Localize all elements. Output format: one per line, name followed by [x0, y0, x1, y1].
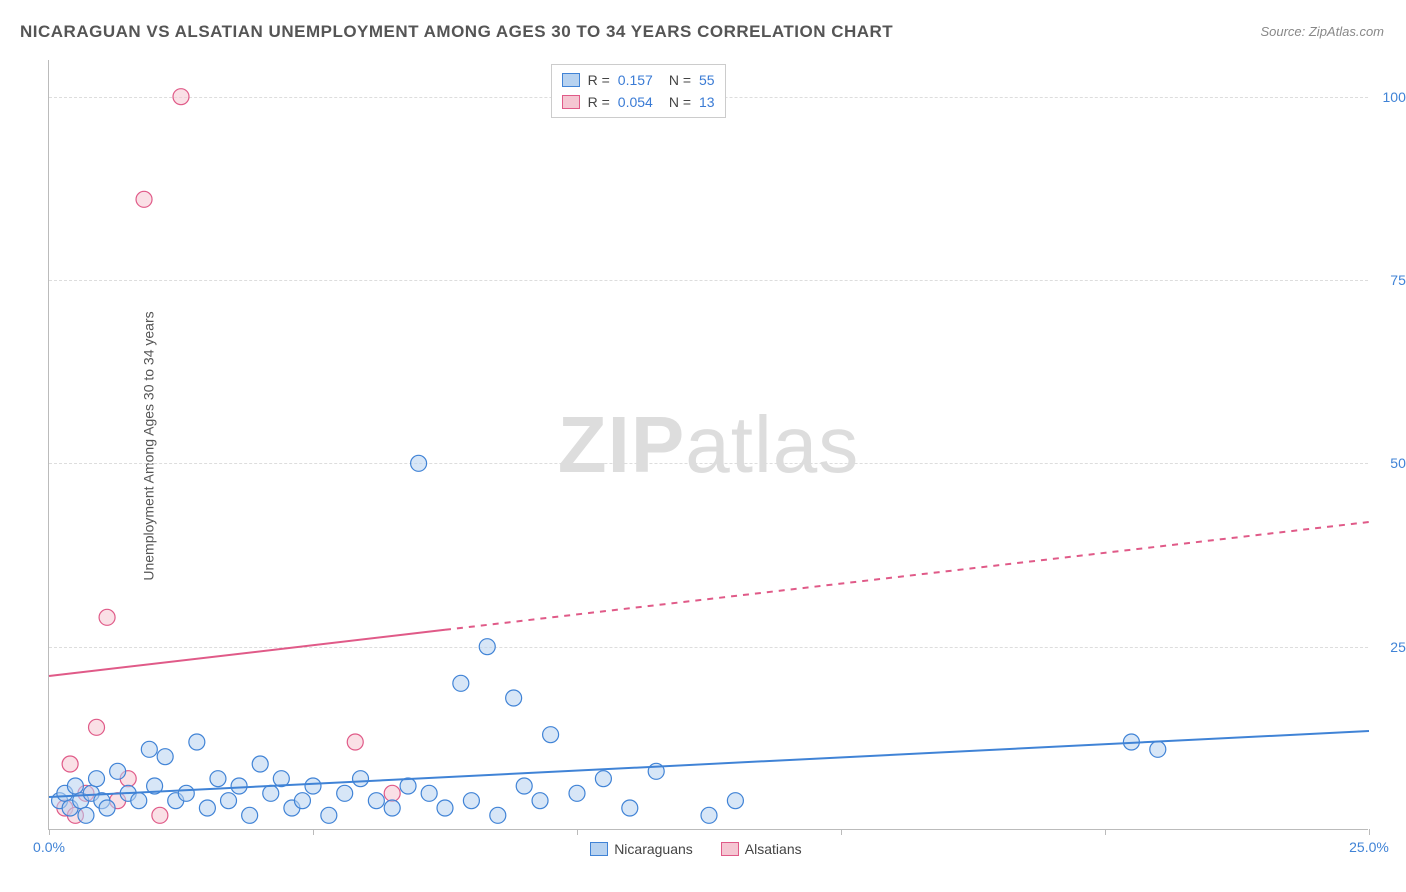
legend-n-label: N =	[669, 72, 691, 88]
data-point	[321, 807, 337, 823]
legend-series-label: Nicaraguans	[614, 841, 693, 857]
data-point	[479, 639, 495, 655]
legend-series-item: Nicaraguans	[590, 841, 693, 857]
x-tick	[1369, 829, 1370, 835]
data-point	[178, 785, 194, 801]
data-point	[1150, 741, 1166, 757]
legend-r-value: 0.157	[618, 72, 653, 88]
x-tick	[313, 829, 314, 835]
legend-n-value: 13	[699, 94, 715, 110]
y-tick-label: 25.0%	[1390, 639, 1406, 655]
legend-r-value: 0.054	[618, 94, 653, 110]
source-attribution: Source: ZipAtlas.com	[1260, 24, 1384, 39]
legend-n-value: 55	[699, 72, 715, 88]
x-tick	[49, 829, 50, 835]
data-point	[384, 800, 400, 816]
legend-swatch	[562, 73, 580, 87]
data-point	[242, 807, 258, 823]
data-point	[337, 785, 353, 801]
legend-swatch	[721, 842, 739, 856]
trend-line	[445, 522, 1369, 630]
data-point	[294, 793, 310, 809]
y-tick-label: 100.0%	[1383, 89, 1406, 105]
data-point	[221, 793, 237, 809]
legend-r-label: R =	[588, 94, 610, 110]
legend-r-label: R =	[588, 72, 610, 88]
legend-series-label: Alsatians	[745, 841, 802, 857]
data-point	[89, 771, 105, 787]
data-point	[252, 756, 268, 772]
legend-stats-row: R = 0.054 N = 13	[562, 91, 715, 113]
data-point	[532, 793, 548, 809]
x-tick	[841, 829, 842, 835]
data-point	[78, 807, 94, 823]
data-point	[99, 609, 115, 625]
data-point	[157, 749, 173, 765]
data-point	[506, 690, 522, 706]
data-point	[110, 763, 126, 779]
y-tick-label: 50.0%	[1390, 455, 1406, 471]
plot-area: ZIPatlas 25.0%50.0%75.0%100.0%0.0%25.0% …	[48, 60, 1368, 830]
data-point	[421, 785, 437, 801]
legend-series: Nicaraguans Alsatians	[590, 841, 801, 857]
data-point	[347, 734, 363, 750]
plot-svg	[49, 60, 1368, 829]
data-point	[453, 675, 469, 691]
data-point	[136, 191, 152, 207]
legend-swatch	[590, 842, 608, 856]
data-point	[569, 785, 585, 801]
legend-stats-row: R = 0.157 N = 55	[562, 69, 715, 91]
chart-title: NICARAGUAN VS ALSATIAN UNEMPLOYMENT AMON…	[20, 22, 893, 42]
data-point	[727, 793, 743, 809]
data-point	[622, 800, 638, 816]
data-point	[131, 793, 147, 809]
data-point	[231, 778, 247, 794]
data-point	[263, 785, 279, 801]
data-point	[210, 771, 226, 787]
legend-series-item: Alsatians	[721, 841, 802, 857]
data-point	[384, 785, 400, 801]
data-point	[152, 807, 168, 823]
data-point	[701, 807, 717, 823]
data-point	[368, 793, 384, 809]
data-point	[305, 778, 321, 794]
x-tick-label: 0.0%	[33, 839, 65, 855]
data-point	[189, 734, 205, 750]
data-point	[543, 727, 559, 743]
data-point	[411, 455, 427, 471]
data-point	[490, 807, 506, 823]
data-point	[141, 741, 157, 757]
trend-line	[49, 731, 1369, 797]
data-point	[437, 800, 453, 816]
data-point	[99, 800, 115, 816]
x-tick-label: 25.0%	[1349, 839, 1389, 855]
legend-stats: R = 0.157 N = 55 R = 0.054 N = 13	[551, 64, 726, 118]
y-tick-label: 75.0%	[1390, 272, 1406, 288]
data-point	[89, 719, 105, 735]
data-point	[67, 778, 83, 794]
data-point	[516, 778, 532, 794]
data-point	[353, 771, 369, 787]
legend-swatch	[562, 95, 580, 109]
data-point	[463, 793, 479, 809]
data-point	[595, 771, 611, 787]
chart-container: NICARAGUAN VS ALSATIAN UNEMPLOYMENT AMON…	[0, 0, 1406, 892]
trend-line	[49, 630, 445, 676]
data-point	[173, 89, 189, 105]
x-tick	[1105, 829, 1106, 835]
data-point	[199, 800, 215, 816]
data-point	[62, 756, 78, 772]
x-tick	[577, 829, 578, 835]
data-point	[400, 778, 416, 794]
legend-n-label: N =	[669, 94, 691, 110]
